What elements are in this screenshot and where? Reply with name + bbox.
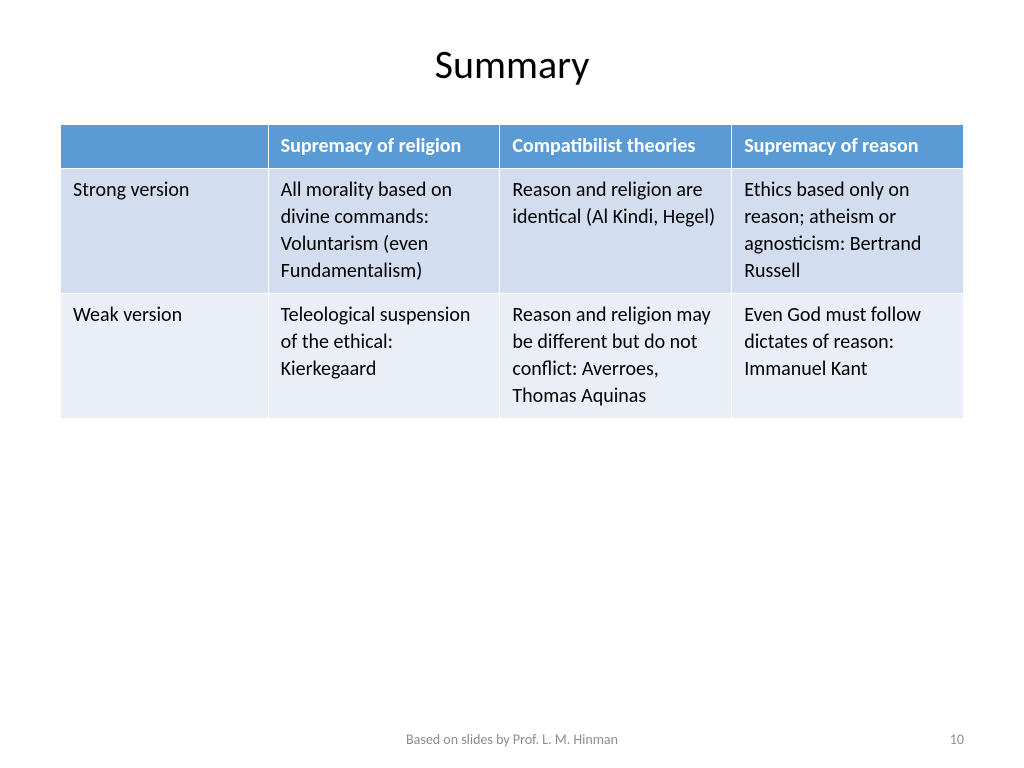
cell-weak-reason: Even God must follow dictates of reason:… <box>732 294 964 419</box>
summary-table: Supremacy of religion Compatibilist theo… <box>60 124 964 419</box>
slide-container: Summary Supremacy of religion Compatibil… <box>0 0 1024 768</box>
cell-weak-religion: Teleological suspension of the ethical: … <box>268 294 500 419</box>
header-compatibilist: Compatibilist theories <box>500 125 732 169</box>
footer-page-number: 10 <box>950 731 964 748</box>
cell-strong-religion: All morality based on divine commands: V… <box>268 169 500 294</box>
summary-table-container: Supremacy of religion Compatibilist theo… <box>60 124 964 419</box>
header-supremacy-reason: Supremacy of reason <box>732 125 964 169</box>
slide-title: Summary <box>60 40 964 89</box>
row-label-weak: Weak version <box>61 294 269 419</box>
cell-strong-reason: Ethics based only on reason; atheism or … <box>732 169 964 294</box>
slide-footer: Based on slides by Prof. L. M. Hinman 10 <box>0 731 1024 748</box>
table-row: Strong version All morality based on div… <box>61 169 964 294</box>
table-header-row: Supremacy of religion Compatibilist theo… <box>61 125 964 169</box>
row-label-strong: Strong version <box>61 169 269 294</box>
cell-strong-compatibilist: Reason and religion are identical (Al Ki… <box>500 169 732 294</box>
table-row: Weak version Teleological suspension of … <box>61 294 964 419</box>
header-supremacy-religion: Supremacy of religion <box>268 125 500 169</box>
header-empty <box>61 125 269 169</box>
cell-weak-compatibilist: Reason and religion may be different but… <box>500 294 732 419</box>
footer-attribution: Based on slides by Prof. L. M. Hinman <box>406 731 618 748</box>
